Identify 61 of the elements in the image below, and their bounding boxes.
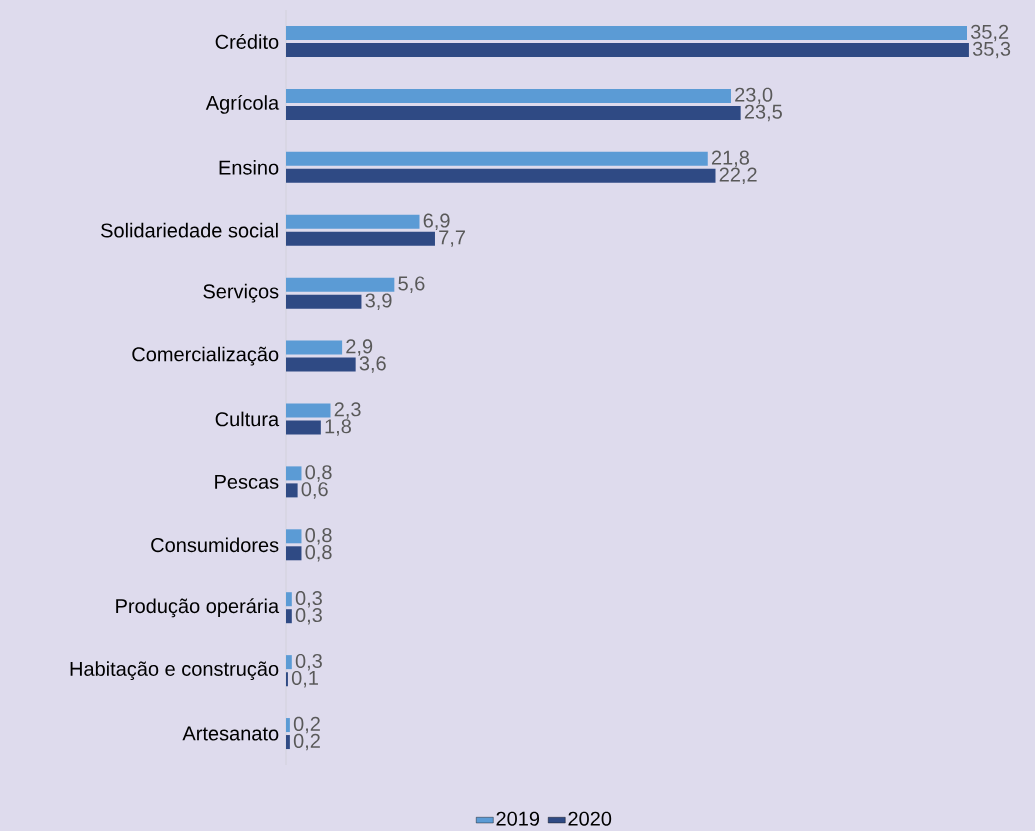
bar <box>286 609 292 624</box>
data-label: 7,7 <box>439 230 465 248</box>
data-label: 3,9 <box>365 293 392 311</box>
bar <box>286 89 731 104</box>
bar <box>286 106 741 121</box>
data-label: 35,2 <box>970 24 1009 42</box>
data-label: 0,6 <box>301 482 328 499</box>
y-tick-label: Habitação e construção <box>70 661 279 681</box>
y-tick-label: Consumidores <box>151 537 279 553</box>
data-label: 0,8 <box>305 528 332 545</box>
bar <box>286 655 292 670</box>
y-tick-label: Agrícola <box>205 95 280 115</box>
data-label: 5,6 <box>398 276 425 294</box>
bar <box>286 420 321 435</box>
data-label: 0,3 <box>295 654 322 671</box>
data-label: 0,3 <box>295 608 322 625</box>
bar <box>286 231 435 246</box>
data-label: 2,3 <box>334 402 361 419</box>
data-label: 35,3 <box>972 41 1011 59</box>
bar <box>286 529 302 544</box>
bar <box>286 152 708 166</box>
y-tick-label: Serviços <box>203 283 279 303</box>
bar <box>286 43 969 58</box>
bar <box>286 592 292 607</box>
legend-label: 2020 <box>568 811 612 826</box>
data-label: 0,8 <box>305 545 332 562</box>
bar <box>286 718 290 733</box>
bar <box>286 466 302 481</box>
bar <box>286 546 302 561</box>
data-label: 23,0 <box>735 87 773 105</box>
bar <box>286 357 356 372</box>
bar <box>286 735 290 750</box>
y-tick-label: Produção operária <box>116 598 280 618</box>
bar <box>286 169 716 183</box>
y-tick-label: Ensino <box>219 160 279 175</box>
bar <box>286 294 362 309</box>
data-label: 6,9 <box>423 213 450 231</box>
bar <box>286 214 420 229</box>
y-tick-label: Cultura <box>215 411 280 427</box>
data-label: 0,2 <box>293 717 320 734</box>
y-tick-label: Comercialização <box>132 346 279 366</box>
y-tick-label: Crédito <box>215 34 279 50</box>
data-label: 0,8 <box>305 465 332 482</box>
data-label: 0,3 <box>295 591 322 608</box>
legend-label: 2019 <box>496 811 540 826</box>
data-label: 0,2 <box>293 734 320 751</box>
data-label: 1,8 <box>325 419 351 436</box>
data-label: 3,6 <box>359 356 386 374</box>
y-tick-label: Solidariedade social <box>101 223 278 238</box>
y-tick-label: Pescas <box>215 475 279 490</box>
data-label: 23,5 <box>744 104 782 122</box>
bar <box>286 403 331 418</box>
data-label: 2,9 <box>346 339 373 357</box>
bar <box>286 340 343 355</box>
data-label: 22,2 <box>719 167 757 185</box>
y-tick-label: Artesanato <box>182 726 279 741</box>
bar <box>286 483 298 498</box>
data-label: 21,8 <box>711 150 750 168</box>
bar <box>286 277 395 292</box>
bar <box>286 26 967 41</box>
data-label: 0,1 <box>291 671 318 688</box>
